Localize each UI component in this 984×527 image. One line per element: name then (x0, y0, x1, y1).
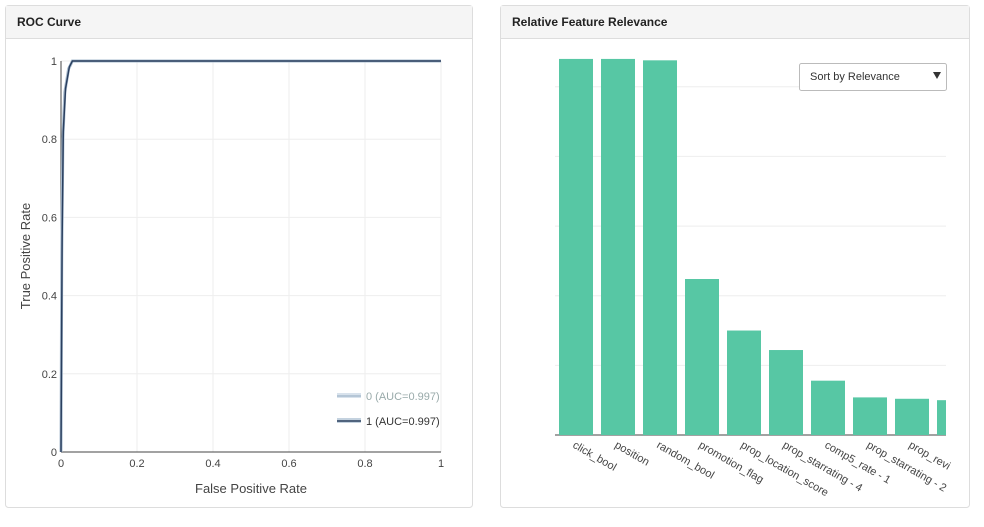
x-tick-label: 0.2 (129, 458, 144, 470)
bar (811, 380, 845, 435)
legend-label: 0 (AUC=0.997) (366, 391, 440, 403)
bar (643, 60, 677, 435)
bar (727, 330, 761, 435)
panel-title: Relative Feature Relevance (512, 15, 668, 29)
x-axis-label: False Positive Rate (195, 481, 307, 496)
legend-label: 1 (AUC=0.997) (366, 416, 440, 428)
bar (769, 350, 803, 435)
bar (895, 398, 929, 435)
x-tick-label: 1 (438, 458, 444, 470)
y-tick-label: 0.6 (42, 212, 57, 224)
y-tick-label: 0.8 (42, 134, 57, 146)
panel (5, 5, 473, 508)
sort-dropdown[interactable]: Sort by Relevance (799, 63, 947, 91)
bar (559, 58, 593, 436)
x-tick-label: 0.4 (205, 458, 220, 470)
bar (601, 58, 635, 436)
x-tick-label: 0.6 (281, 458, 296, 470)
panel-header (501, 6, 969, 38)
roc-line (60, 60, 441, 453)
y-axis-label: True Positive Rate (18, 203, 33, 309)
bar (853, 397, 887, 435)
roc-plot: 0 0.2 0.4 0.6 0.8 1 0 0.2 0.4 0.6 0.8 1 0 (AUC=0.997… (42, 56, 444, 470)
y-tick-label: 0.4 (42, 291, 57, 303)
bar (937, 400, 946, 435)
y-tick-label: 1 (51, 56, 57, 68)
x-tick-label: 0.8 (357, 458, 372, 470)
x-tick-label: 0 (58, 458, 64, 470)
panel-title: ROC Curve (17, 15, 81, 29)
dropdown-arrow[interactable] (933, 72, 941, 79)
y-tick-label: 0 (51, 447, 57, 459)
dropdown-text[interactable]: Sort by Relevance (810, 71, 900, 83)
dropdown-box[interactable] (799, 63, 947, 91)
bars (559, 58, 946, 436)
y-tick-label: 0.2 (42, 369, 57, 381)
panel-header (6, 6, 472, 38)
bar (685, 279, 719, 435)
